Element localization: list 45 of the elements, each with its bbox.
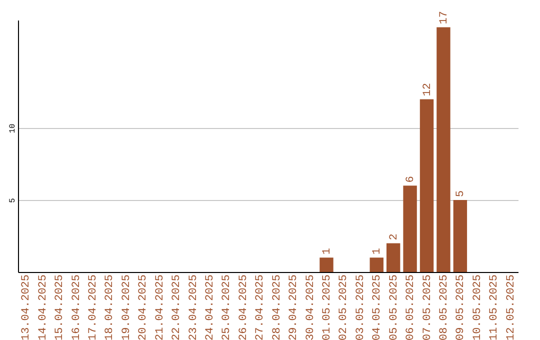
bar <box>320 258 334 272</box>
data-label: 5 <box>455 190 468 197</box>
x-tick-label: 12.05.2025 <box>505 274 518 340</box>
x-tick-label: 18.04.2025 <box>104 274 116 340</box>
x-tick-label: 14.04.2025 <box>37 274 50 340</box>
x-tick-label: 03.05.2025 <box>354 274 367 340</box>
x-tick-label: 08.05.2025 <box>438 274 450 340</box>
x-tick-label: 01.05.2025 <box>321 274 334 340</box>
x-tick-label: 02.05.2025 <box>338 274 350 340</box>
data-label: 1 <box>321 248 334 255</box>
bar <box>420 99 434 272</box>
x-tick-label: 19.04.2025 <box>120 274 133 340</box>
x-tick-label: 30.04.2025 <box>304 274 317 340</box>
x-tick-label: 04.05.2025 <box>372 274 384 340</box>
x-tick-label: 22.04.2025 <box>171 274 184 340</box>
bar <box>453 200 468 272</box>
bar <box>436 27 450 272</box>
data-label: 12 <box>422 82 434 96</box>
x-tick-label: 06.05.2025 <box>405 274 418 340</box>
bar <box>370 258 384 272</box>
x-tick-label: 21.04.2025 <box>154 274 166 340</box>
x-tick-label: 23.04.2025 <box>188 274 200 340</box>
x-tick-label: 16.04.2025 <box>70 274 83 340</box>
x-tick-label: 27.04.2025 <box>254 274 267 340</box>
x-tick-label: 26.04.2025 <box>238 274 250 340</box>
x-tick-label: 15.04.2025 <box>54 274 66 340</box>
data-label: 17 <box>438 10 450 24</box>
x-tick-label: 28.04.2025 <box>271 274 284 340</box>
x-tick-label: 29.04.2025 <box>288 274 300 340</box>
x-tick-label: 24.04.2025 <box>204 274 217 340</box>
data-label: 2 <box>388 234 400 240</box>
x-tick-label: 05.05.2025 <box>388 274 400 340</box>
data-label: 1 <box>372 248 384 255</box>
x-tick-label: 07.05.2025 <box>422 274 434 340</box>
x-tick-label: 09.05.2025 <box>455 274 468 340</box>
x-tick-label: 10.05.2025 <box>472 274 484 340</box>
data-label: 6 <box>405 176 418 183</box>
bar <box>386 243 400 272</box>
x-tick-label: 11.05.2025 <box>488 274 501 340</box>
x-tick-label: 25.04.2025 <box>221 274 234 340</box>
x-tick-label: 13.04.2025 <box>20 274 33 340</box>
y-tick-label: 10 <box>8 124 18 134</box>
x-tick-label: 17.04.2025 <box>88 274 100 340</box>
x-tick-label: 20.04.2025 <box>138 274 150 340</box>
bar <box>403 186 417 272</box>
